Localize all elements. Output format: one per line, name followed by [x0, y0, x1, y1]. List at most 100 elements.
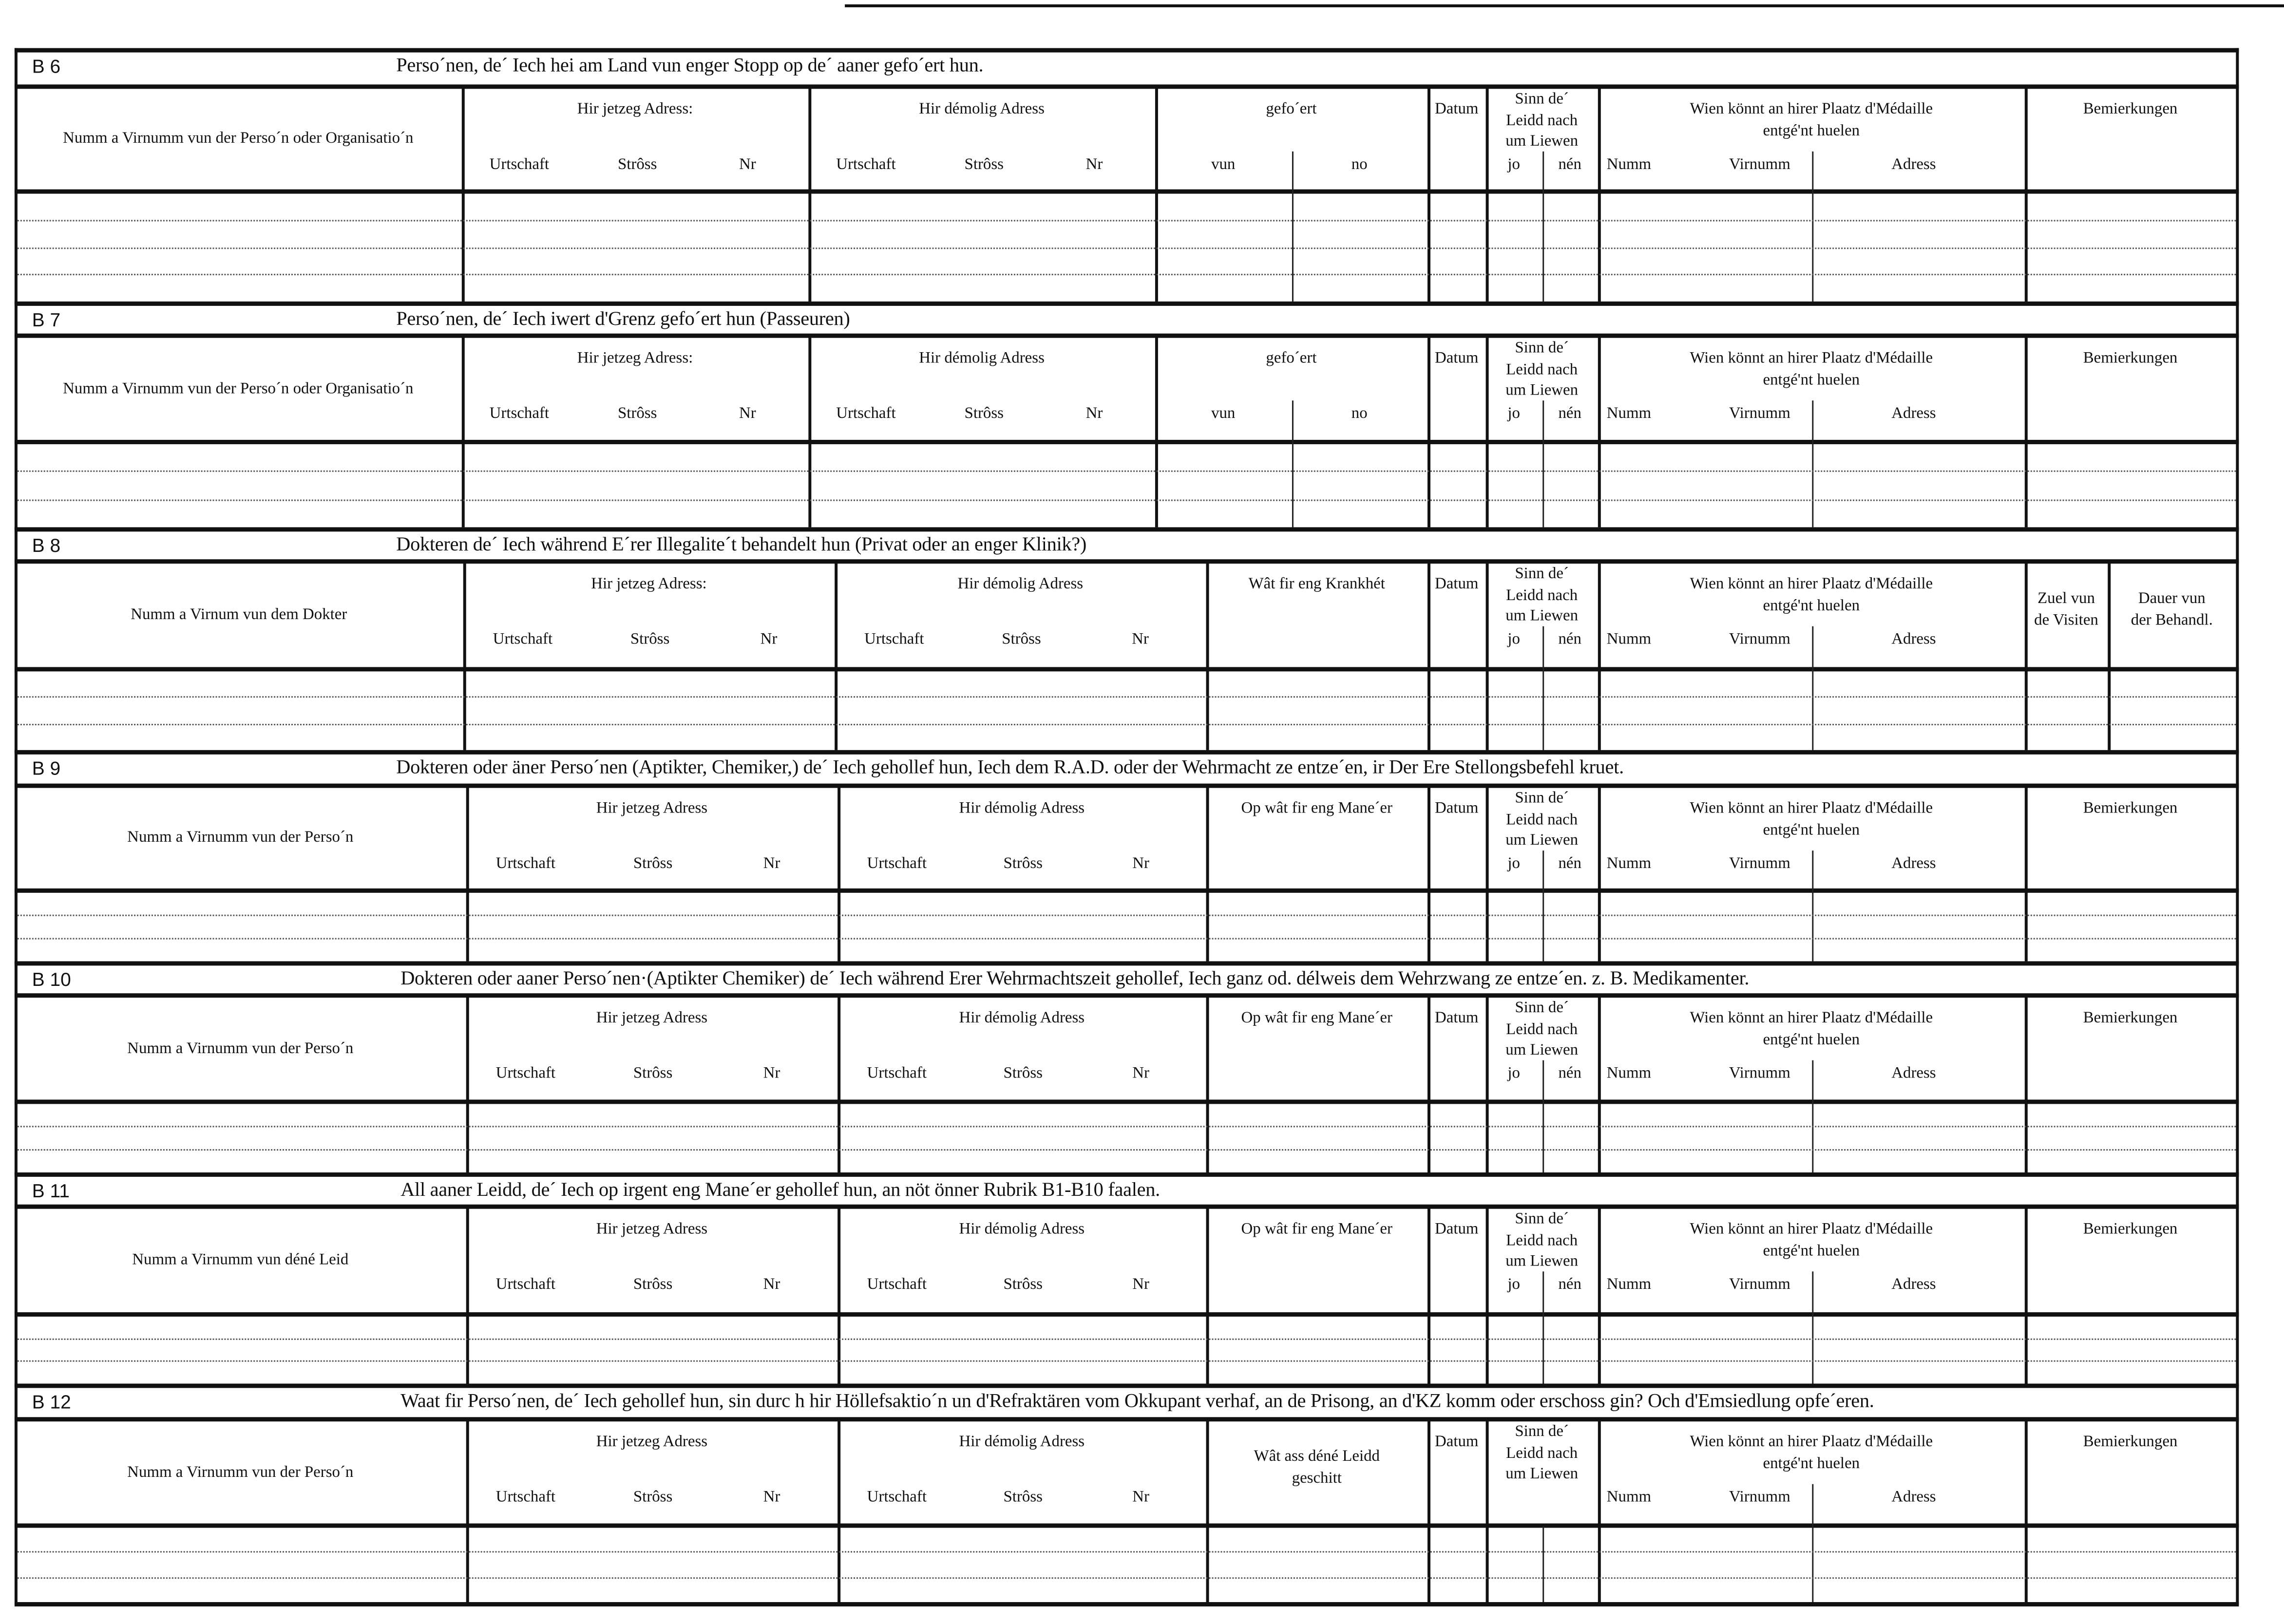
section-title: Dokteren oder äner Perso´nen (Aptikter, … [396, 755, 1624, 778]
column-header-name: Numm a Virnumm vun der Perso´n [127, 829, 354, 847]
entry-line[interactable] [17, 1126, 2236, 1128]
entry-line[interactable] [17, 471, 2236, 472]
subheader-numm: Numm [1606, 855, 1652, 873]
column-header-address: Hir démolig Adress [919, 349, 1045, 367]
column-divider [1598, 562, 1601, 750]
column-divider [2024, 336, 2028, 528]
header-rule [14, 84, 2239, 89]
column-header-medal: entgé'nt huelen [1763, 597, 1860, 615]
column-divider [2024, 87, 2028, 302]
column-header-survival: um Liewen [1505, 607, 1579, 625]
column-header-medal: Wien könnt an hirer Plaatz d'Médaille [1690, 799, 1933, 817]
entry-line[interactable] [17, 1338, 2236, 1340]
column-divider [1485, 1420, 1489, 1602]
section-rule [14, 301, 2239, 306]
subheader-urtschaft: Urtschaft [836, 155, 896, 173]
column-divider [1598, 786, 1601, 962]
frame-right [2236, 301, 2239, 530]
column-header-survival: um Liewen [1505, 1465, 1579, 1483]
column-divider [466, 1207, 469, 1384]
subheader-strôss: Strôss [1003, 1488, 1043, 1506]
entry-line[interactable] [17, 1577, 2236, 1579]
subheader-virnumm: Virnumm [1729, 155, 1790, 173]
subheader-numm: Numm [1606, 1064, 1652, 1082]
column-divider [1428, 1420, 1430, 1602]
column-header-datum: Datum [1434, 349, 1479, 367]
subheader-urtschaft: Urtschaft [836, 405, 896, 423]
section-rule [14, 1172, 2239, 1177]
column-header-datum: Datum [1434, 575, 1479, 593]
subheader-strôss: Strôss [630, 630, 670, 648]
entry-line[interactable] [17, 246, 2236, 248]
column-header-survival: Sinn de´ [1515, 1210, 1569, 1228]
entry-line[interactable] [17, 914, 2236, 916]
column-divider [1485, 87, 1489, 302]
subheader-urtschaft: Urtschaft [495, 1276, 556, 1294]
column-header-survival: Sinn de´ [1515, 339, 1569, 357]
section-code: B 8 [32, 534, 61, 557]
subheader-nr: Nr [1085, 155, 1103, 173]
entry-line[interactable] [17, 723, 2236, 725]
subheader-strôss: Strôss [617, 155, 657, 173]
column-header-survival: Leidd nach [1506, 586, 1578, 604]
entry-line[interactable] [17, 1551, 2236, 1553]
sub-divider [1812, 1060, 1814, 1172]
subheader-adress: Adress [1891, 405, 1936, 423]
column-header-datum: Datum [1434, 799, 1479, 817]
column-header-survival: Leidd nach [1506, 810, 1578, 828]
column-divider [466, 786, 469, 962]
subheader-adress: Adress [1891, 1488, 1936, 1506]
subheader-no: no [1351, 405, 1368, 423]
column-header-medal: Wien könnt an hirer Plaatz d'Médaille [1690, 100, 1933, 118]
column-divider [808, 87, 812, 302]
entry-line[interactable] [17, 1360, 2236, 1362]
column-header-survival: Leidd nach [1506, 360, 1578, 378]
column-divider [837, 786, 841, 962]
sub-divider [1542, 400, 1543, 528]
entry-line[interactable] [17, 499, 2236, 501]
column-divider [2024, 1207, 2028, 1384]
subheader-nr: Nr [739, 405, 756, 423]
subheader-nén: nén [1558, 405, 1581, 423]
column-divider [1598, 1420, 1601, 1602]
subheader-nr: Nr [1132, 1488, 1149, 1506]
section-code: B 9 [32, 757, 61, 779]
subheader-nr: Nr [1085, 405, 1103, 423]
subheader-urtschaft: Urtschaft [867, 855, 927, 873]
subheader-urtschaft: Urtschaft [489, 155, 550, 173]
column-divider [1485, 562, 1489, 750]
entry-line[interactable] [17, 219, 2236, 221]
frame-right [2236, 961, 2239, 1175]
subheader-urtschaft: Urtschaft [495, 855, 556, 873]
subheader-jo: jo [1507, 155, 1520, 173]
sub-divider [1542, 151, 1543, 302]
column-header-address: Hir jetzeg Adress: [577, 349, 693, 367]
column-header-remarks: Bemierkungen [2083, 1220, 2178, 1238]
column-divider [1206, 1420, 1209, 1602]
section-code: B 11 [32, 1179, 70, 1202]
entry-line[interactable] [17, 274, 2236, 276]
sub-divider [1542, 1271, 1543, 1384]
sub-divider [1542, 1060, 1543, 1172]
frame-left [14, 527, 18, 753]
column-header-datum: Datum [1434, 1009, 1479, 1027]
column-divider [1206, 562, 1209, 750]
section-rule [14, 961, 2239, 966]
entry-line[interactable] [17, 1149, 2236, 1151]
column-header-survival: Leidd nach [1506, 111, 1578, 129]
column-header-datum: Datum [1434, 1433, 1479, 1451]
column-divider [466, 996, 469, 1172]
subheader-strôss: Strôss [633, 855, 673, 873]
subheader-virnumm: Virnumm [1729, 1276, 1790, 1294]
subheader-urtschaft: Urtschaft [493, 630, 553, 648]
column-header-address: Hir démolig Adress [959, 1220, 1085, 1238]
frame-left [14, 750, 18, 964]
entry-line[interactable] [17, 697, 2236, 699]
entry-line[interactable] [17, 938, 2236, 940]
column-header-name: Numm a Virnumm vun der Perso´n oder Orga… [63, 379, 414, 397]
column-divider [837, 996, 841, 1172]
subheader-strôss: Strôss [964, 155, 1004, 173]
column-header-survival: um Liewen [1505, 831, 1579, 850]
subheader-numm: Numm [1606, 405, 1652, 423]
subheader-strôss: Strôss [633, 1276, 673, 1294]
